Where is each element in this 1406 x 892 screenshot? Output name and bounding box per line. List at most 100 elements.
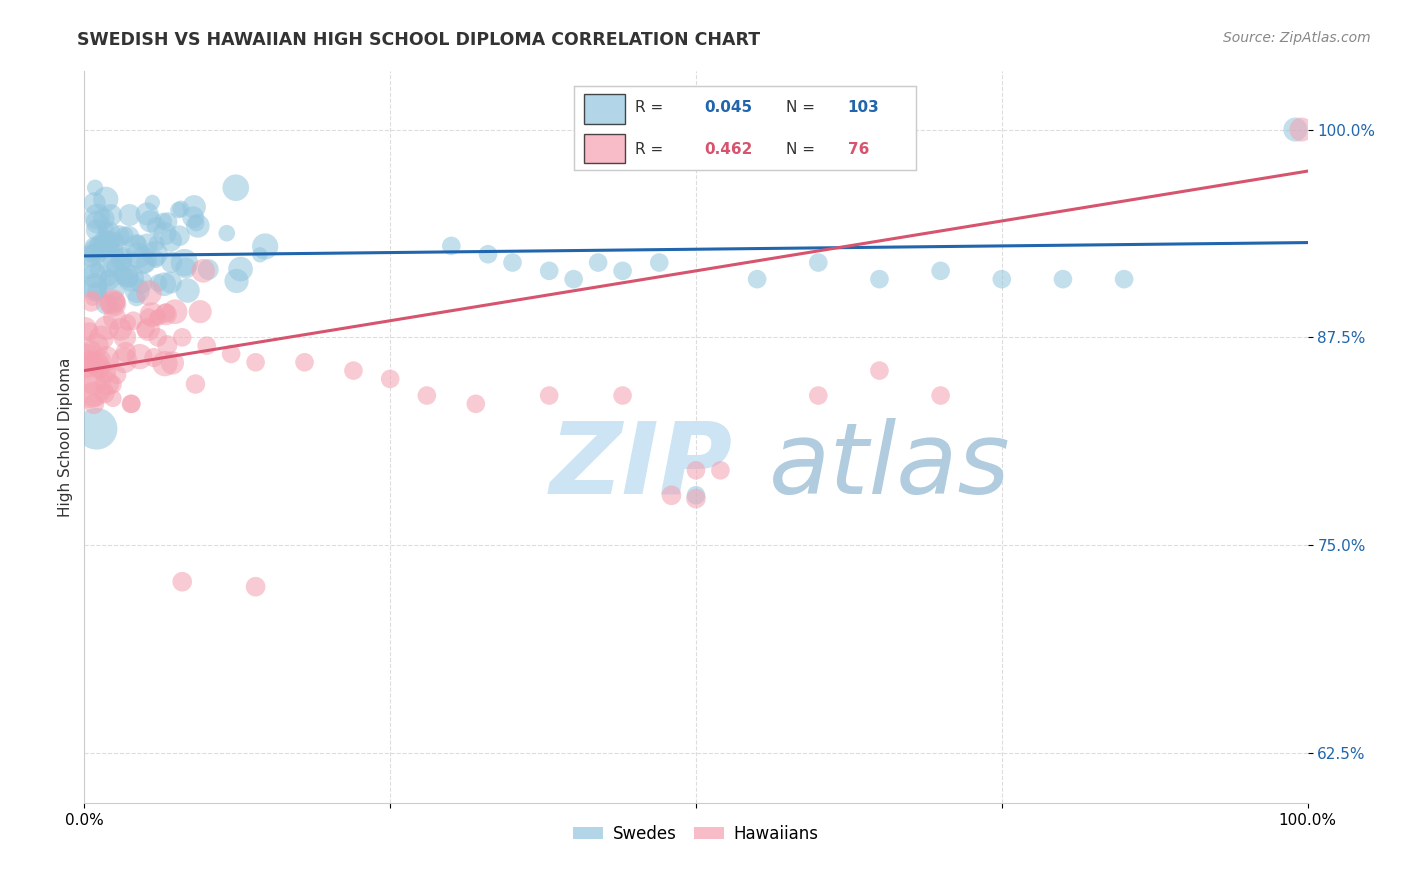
Point [173, 255, 195, 269]
Point [160, 255, 183, 269]
Point [145, 236, 167, 251]
Point [685, 463, 707, 477]
Point [115, 268, 138, 282]
Point [84, 268, 107, 283]
Point [101, 294, 124, 309]
Point [183, 200, 205, 214]
Legend: Swedes, Hawaiians: Swedes, Hawaiians [567, 818, 825, 849]
Point [127, 248, 149, 262]
Point [440, 239, 463, 253]
Point [176, 284, 198, 298]
Point [121, 397, 143, 411]
Point [172, 330, 194, 344]
Point [187, 219, 209, 233]
Point [685, 491, 707, 506]
Point [186, 216, 208, 230]
Point [159, 233, 181, 247]
Point [156, 215, 179, 229]
Point [197, 262, 219, 277]
Point [125, 291, 148, 305]
Point [156, 338, 179, 352]
Point [118, 229, 141, 244]
Point [538, 388, 561, 402]
Point [104, 244, 127, 258]
Point [120, 271, 142, 285]
Point [83, 397, 105, 411]
Point [416, 388, 439, 402]
Point [114, 330, 136, 344]
Point [139, 214, 162, 228]
Point [709, 463, 731, 477]
Point [86, 215, 108, 229]
Point [97, 271, 120, 285]
Point [79, 380, 101, 394]
Text: atlas: atlas [769, 417, 1011, 515]
Point [138, 310, 160, 324]
Point [145, 310, 167, 325]
Point [138, 285, 160, 300]
Point [143, 247, 166, 261]
Point [153, 357, 176, 371]
Point [869, 363, 891, 377]
Point [75, 350, 97, 364]
Point [94, 365, 117, 379]
Point [104, 260, 127, 275]
Point [90, 331, 112, 345]
Point [120, 397, 142, 411]
Point [96, 376, 118, 391]
Point [79, 351, 101, 366]
Point [84, 241, 107, 255]
Point [245, 580, 267, 594]
Point [245, 355, 267, 369]
Point [184, 377, 207, 392]
Point [136, 322, 159, 336]
Point [464, 397, 486, 411]
Point [174, 260, 197, 275]
Point [125, 239, 148, 253]
Point [89, 354, 111, 368]
Point [112, 256, 135, 270]
Point [155, 307, 177, 321]
Point [134, 256, 156, 270]
Point [98, 260, 121, 274]
Point [991, 272, 1014, 286]
Point [929, 388, 952, 402]
Point [82, 387, 104, 401]
Point [219, 347, 242, 361]
Point [1052, 272, 1074, 286]
Point [249, 248, 271, 262]
Point [562, 272, 585, 286]
Point [162, 356, 184, 370]
Point [193, 264, 215, 278]
Point [1114, 272, 1136, 286]
Point [153, 227, 176, 241]
Point [648, 255, 671, 269]
Point [135, 322, 157, 336]
Point [155, 306, 177, 320]
Point [188, 304, 211, 318]
Point [87, 360, 110, 375]
Point [97, 297, 120, 311]
Point [82, 357, 104, 371]
Point [128, 350, 150, 364]
Point [225, 274, 247, 288]
Point [86, 285, 108, 299]
Point [96, 351, 118, 366]
Point [103, 235, 125, 250]
Point [108, 229, 131, 244]
Point [195, 338, 218, 352]
Point [807, 255, 830, 269]
Point [87, 356, 110, 370]
Point [79, 249, 101, 263]
Point [86, 210, 108, 224]
Point [167, 202, 190, 217]
Point [229, 262, 252, 277]
Point [84, 180, 107, 194]
Point [97, 236, 120, 251]
Point [86, 338, 108, 352]
Point [112, 353, 135, 368]
Point [118, 271, 141, 285]
Point [82, 291, 104, 305]
Point [79, 260, 101, 275]
Point [538, 264, 561, 278]
